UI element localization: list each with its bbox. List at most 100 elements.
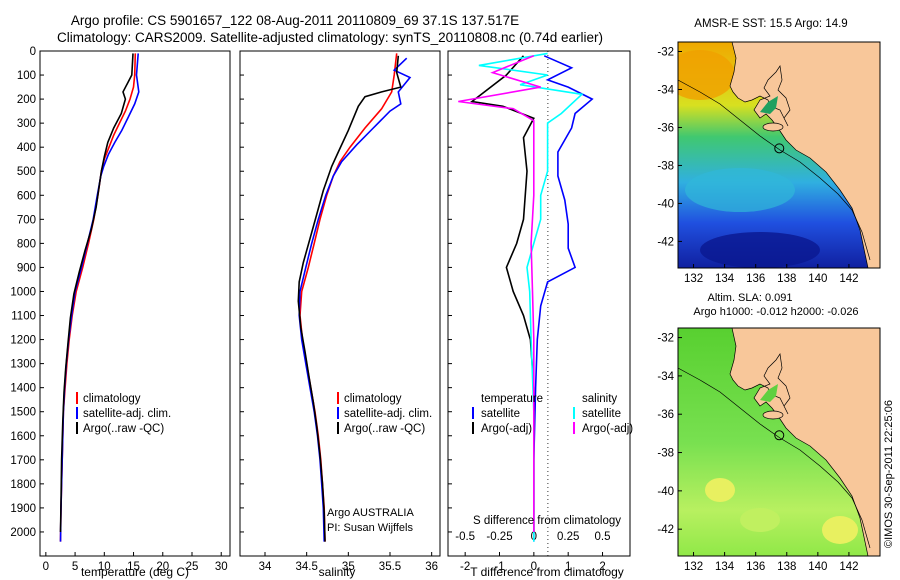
temperature-tick-label: 5 <box>72 561 78 573</box>
longitude-tick-label: 138 <box>777 273 796 285</box>
sla-map-title-line1: Altim. SLA: 0.091 <box>708 292 793 304</box>
legend-salinity-argo: Argo(-adj) <box>582 423 633 435</box>
legend-argo: Argo(..raw -QC) <box>344 423 425 435</box>
temperature-tick-label: 30 <box>215 561 228 573</box>
t-difference-tick-label: -2 <box>460 561 470 573</box>
depth-tick-label: 700 <box>17 214 36 226</box>
depth-tick-label: 200 <box>17 94 36 106</box>
sst-map-panel: AMSR-E SST: 15.5 Argo: 14.9 132 134 136 138… <box>657 18 881 285</box>
depth-tick-label: 1700 <box>10 455 36 467</box>
latitude-tick-label: -34 <box>657 371 674 383</box>
depth-tick-label: 300 <box>17 118 36 130</box>
sla-land <box>729 328 880 556</box>
depth-tick-label: 1900 <box>10 503 36 515</box>
salinity-tick-label: 34 <box>259 561 272 573</box>
temperature-x-axis: 0 5 10 15 20 25 30 <box>43 552 228 573</box>
longitude-tick-label: 136 <box>746 561 765 573</box>
longitude-tick-label: 140 <box>808 273 827 285</box>
depth-tick-label: 500 <box>17 166 36 178</box>
depth-tick-label: 1800 <box>10 479 36 491</box>
series-climatology <box>299 53 398 542</box>
salinity-axes-box <box>239 50 441 557</box>
sla-map-panel: Altim. SLA: 0.091 Argo h1000: -0.012 h20… <box>657 292 881 573</box>
sst-deep-cold-patch <box>700 232 820 268</box>
sst-map-frame <box>677 41 881 269</box>
series-temperature-satellite <box>533 55 594 542</box>
series-argo <box>297 55 402 542</box>
sla-shelf-contour <box>678 367 871 549</box>
figure-title-line1: Argo profile: CS 5901657_122 08-Aug-2011… <box>71 13 519 28</box>
difference-axes-box <box>447 50 631 557</box>
legend-temperature-heading: temperature <box>481 393 543 405</box>
temperature-tick-label: 10 <box>98 561 111 573</box>
sla-map-frame <box>677 327 881 557</box>
sla-float-marker <box>774 430 785 441</box>
depth-tick-label: 900 <box>17 262 36 274</box>
difference-depth-ticks <box>448 50 452 533</box>
longitude-tick-label: 140 <box>808 561 827 573</box>
sst-map-title: AMSR-E SST: 15.5 Argo: 14.9 <box>694 18 847 30</box>
s-difference-tick-label: 0.5 <box>595 531 611 543</box>
difference-panel: -2 -1 0 1 2 -0.5 -0.25 0 0.25 0.5 T difference f… <box>447 50 633 579</box>
sla-anomaly-3 <box>740 508 780 532</box>
legend-satellite: satellite-adj. clim. <box>83 408 171 420</box>
float-owner: Argo AUSTRALIA <box>327 507 414 519</box>
longitude-tick-label: 136 <box>746 273 765 285</box>
latitude-tick-label: -42 <box>657 236 674 248</box>
depth-tick-label: 1000 <box>10 286 36 298</box>
temperature-lines <box>59 53 140 542</box>
s-difference-xlabel: S difference from climatology <box>473 515 621 527</box>
depth-tick-label: 1400 <box>10 383 36 395</box>
series-salinity-satellite <box>478 52 584 542</box>
salinity-depth-ticks <box>240 50 244 533</box>
sla-field <box>678 328 880 556</box>
sst-warm-patch <box>678 50 735 100</box>
float-pi: PI: Susan Wijffels <box>327 522 413 534</box>
series-salinity-argo <box>458 55 541 532</box>
salinity-tick-label: 34.5 <box>295 561 317 573</box>
t-difference-tick-label: 0 <box>531 561 537 573</box>
sst-field <box>678 42 880 268</box>
s-difference-tick-label: -0.5 <box>455 531 475 543</box>
sst-float-marker <box>774 143 785 154</box>
depth-tick-label: 1100 <box>11 311 36 323</box>
temperature-tick-label: 0 <box>43 561 49 573</box>
sla-anomaly-1 <box>705 478 735 502</box>
legend-temperature-argo: Argo(-adj) <box>481 423 532 435</box>
t-difference-tick-label: 1 <box>565 561 571 573</box>
imos-credit: ©IMOS 30-Sep-2011 22:25:06 <box>883 400 895 548</box>
series-temperature-argo <box>470 55 535 532</box>
salinity-panel: 34 34.5 35 35.5 36 salinity climatology sate… <box>239 50 441 579</box>
depth-tick-label: 1300 <box>10 359 36 371</box>
series-argo <box>59 53 134 533</box>
s-difference-tick-label: 0.25 <box>557 531 579 543</box>
depth-tick-label: 1600 <box>10 431 36 443</box>
longitude-tick-label: 134 <box>715 561 735 573</box>
longitude-tick-label: 132 <box>684 561 703 573</box>
latitude-tick-label: -40 <box>657 486 674 498</box>
longitude-tick-label: 132 <box>684 273 703 285</box>
t-difference-x-axis: -2 -1 0 1 2 <box>460 552 606 573</box>
temperature-panel: 0100200300400500600700800900100011001200… <box>10 46 231 579</box>
temperature-legend: climatology satellite-adj. clim. Argo(..… <box>76 392 171 435</box>
s-difference-tick-label: -0.25 <box>486 531 512 543</box>
temperature-tick-label: 15 <box>127 561 140 573</box>
t-difference-tick-label: 2 <box>599 561 605 573</box>
sst-shelf-contour <box>678 79 871 261</box>
latitude-tick-label: -38 <box>657 160 674 172</box>
depth-tick-label: 800 <box>17 238 36 250</box>
salinity-tick-label: 35 <box>342 561 355 573</box>
sla-map-axes: 132 134 136 138 140 142 -32 -34 -36 -38 -40 -42 <box>657 333 858 573</box>
legend-salinity-heading: salinity <box>582 393 617 405</box>
longitude-tick-label: 142 <box>839 273 858 285</box>
t-difference-tick-label: -1 <box>494 561 504 573</box>
sst-map-axes: 132 134 136 138 140 142 -32 -34 -36 -38 -40 -42 <box>657 46 858 285</box>
depth-tick-label: 1200 <box>10 335 36 347</box>
s-difference-ticks: -0.5 -0.25 0 0.25 0.5 <box>455 531 610 543</box>
difference-lines <box>458 52 594 542</box>
salinity-lines <box>297 53 412 542</box>
sla-map-title-line2: Argo h1000: -0.012 h2000: -0.026 <box>693 306 858 318</box>
depth-tick-label: 1500 <box>10 407 36 419</box>
latitude-tick-label: -34 <box>657 84 674 96</box>
